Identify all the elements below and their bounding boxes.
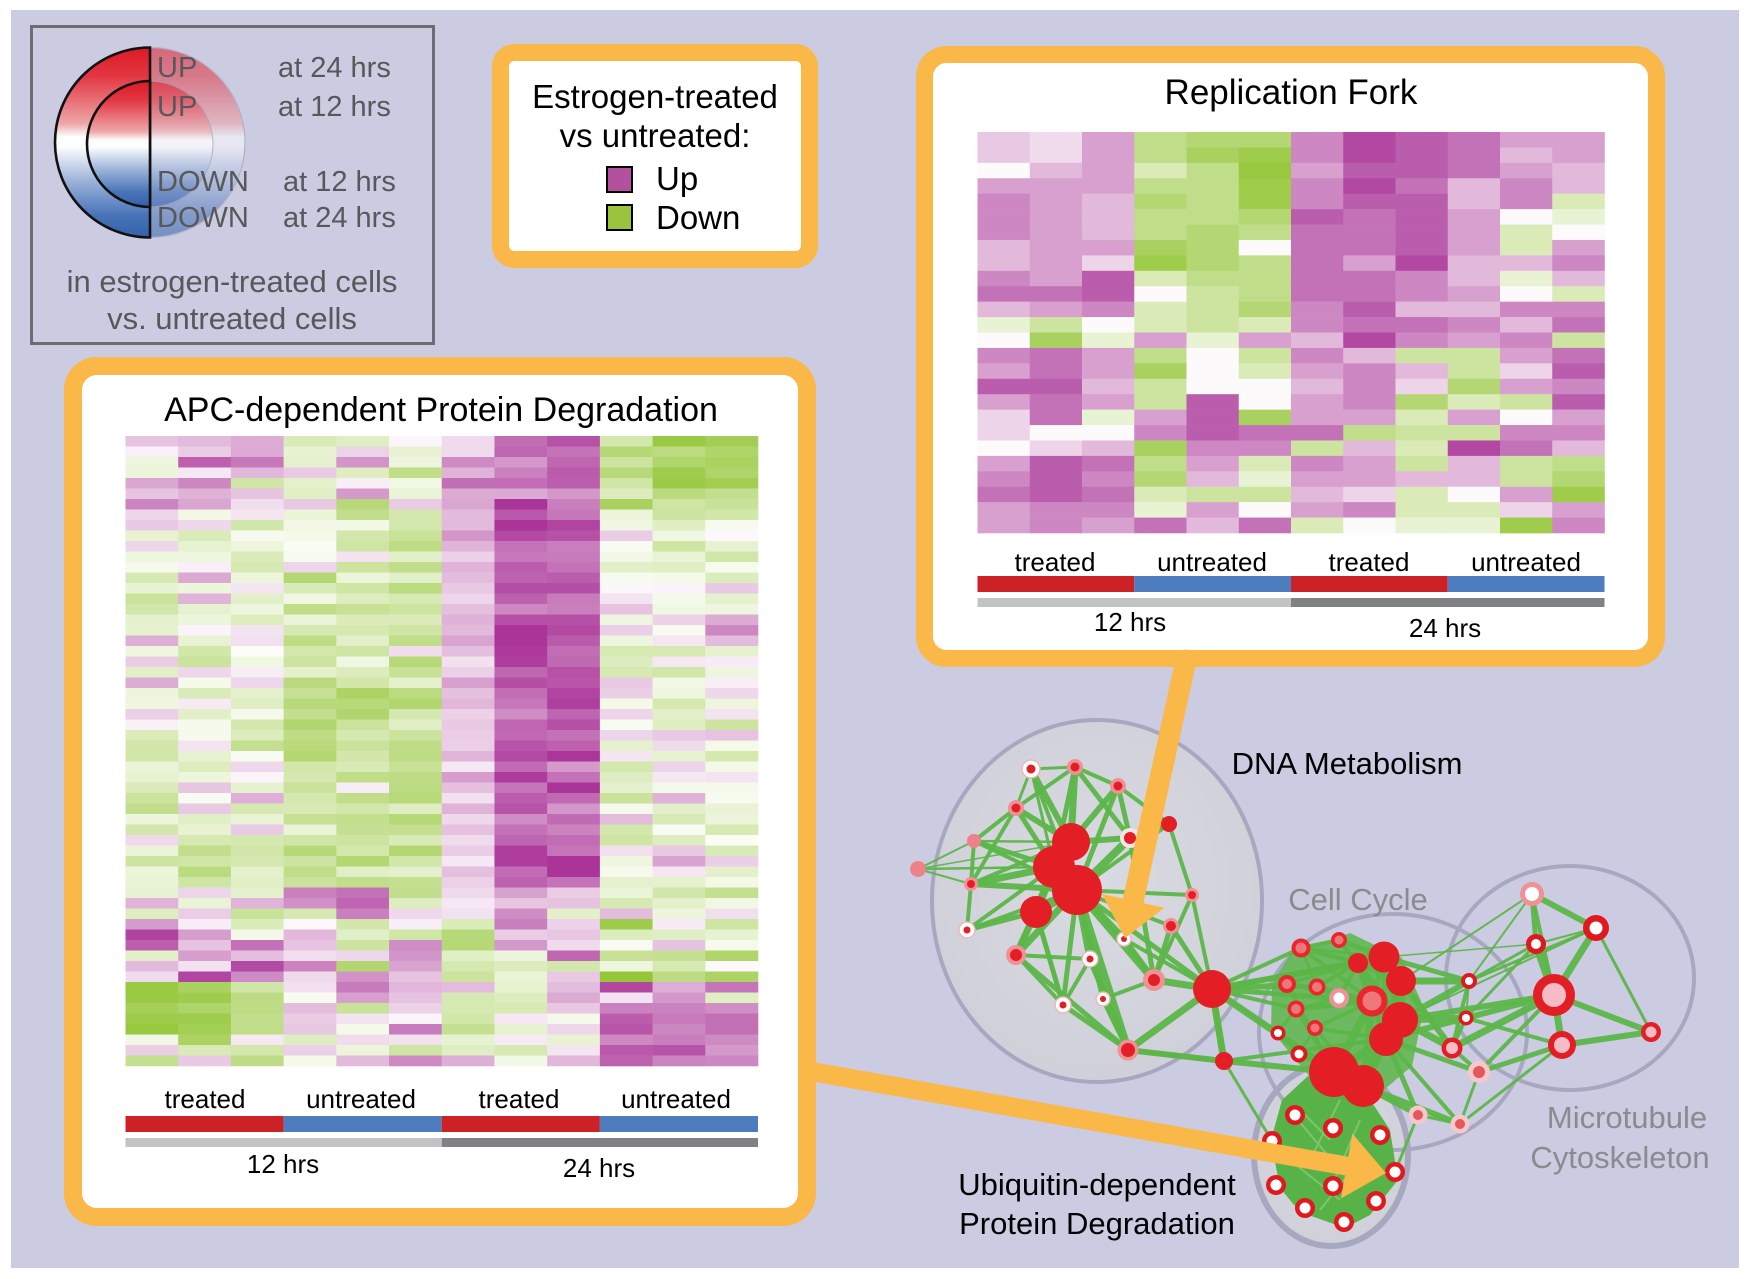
- svg-text:untreated: untreated: [621, 1084, 731, 1114]
- svg-text:vs untreated:: vs untreated:: [560, 117, 751, 154]
- svg-text:Microtubule: Microtubule: [1547, 1100, 1707, 1135]
- svg-text:12 hrs: 12 hrs: [1094, 607, 1166, 637]
- svg-text:treated: treated: [165, 1084, 246, 1114]
- svg-text:at 24 hrs: at 24 hrs: [278, 52, 391, 84]
- svg-text:DOWN: DOWN: [157, 202, 249, 234]
- svg-text:Down: Down: [656, 199, 740, 236]
- svg-text:DOWN: DOWN: [157, 166, 249, 198]
- svg-text:UP: UP: [157, 91, 197, 123]
- svg-text:24 hrs: 24 hrs: [1409, 613, 1481, 643]
- svg-text:24 hrs: 24 hrs: [563, 1153, 635, 1183]
- svg-text:Cell Cycle: Cell Cycle: [1288, 882, 1428, 917]
- svg-text:Estrogen-treated: Estrogen-treated: [532, 78, 778, 115]
- svg-text:Protein Degradation: Protein Degradation: [959, 1206, 1235, 1241]
- svg-text:Cytoskeleton: Cytoskeleton: [1530, 1140, 1709, 1175]
- svg-text:at 12 hrs: at 12 hrs: [283, 166, 396, 198]
- svg-text:UP: UP: [157, 52, 197, 84]
- svg-text:Ubiquitin-dependent: Ubiquitin-dependent: [958, 1167, 1236, 1202]
- svg-text:untreated: untreated: [1157, 547, 1267, 577]
- svg-text:APC-dependent Protein Degradat: APC-dependent Protein Degradation: [164, 391, 718, 429]
- svg-text:in estrogen-treated cells: in estrogen-treated cells: [67, 264, 398, 299]
- svg-text:Replication Fork: Replication Fork: [1165, 73, 1418, 112]
- svg-text:vs. untreated cells: vs. untreated cells: [107, 301, 357, 336]
- svg-text:treated: treated: [479, 1084, 560, 1114]
- svg-text:Up: Up: [656, 160, 698, 197]
- svg-text:DNA Metabolism: DNA Metabolism: [1232, 746, 1463, 781]
- svg-text:untreated: untreated: [306, 1084, 416, 1114]
- svg-text:untreated: untreated: [1471, 547, 1581, 577]
- svg-text:at 12 hrs: at 12 hrs: [278, 91, 391, 123]
- svg-text:at 24 hrs: at 24 hrs: [283, 202, 396, 234]
- svg-text:treated: treated: [1015, 547, 1096, 577]
- svg-text:treated: treated: [1329, 547, 1410, 577]
- svg-text:12 hrs: 12 hrs: [247, 1149, 319, 1179]
